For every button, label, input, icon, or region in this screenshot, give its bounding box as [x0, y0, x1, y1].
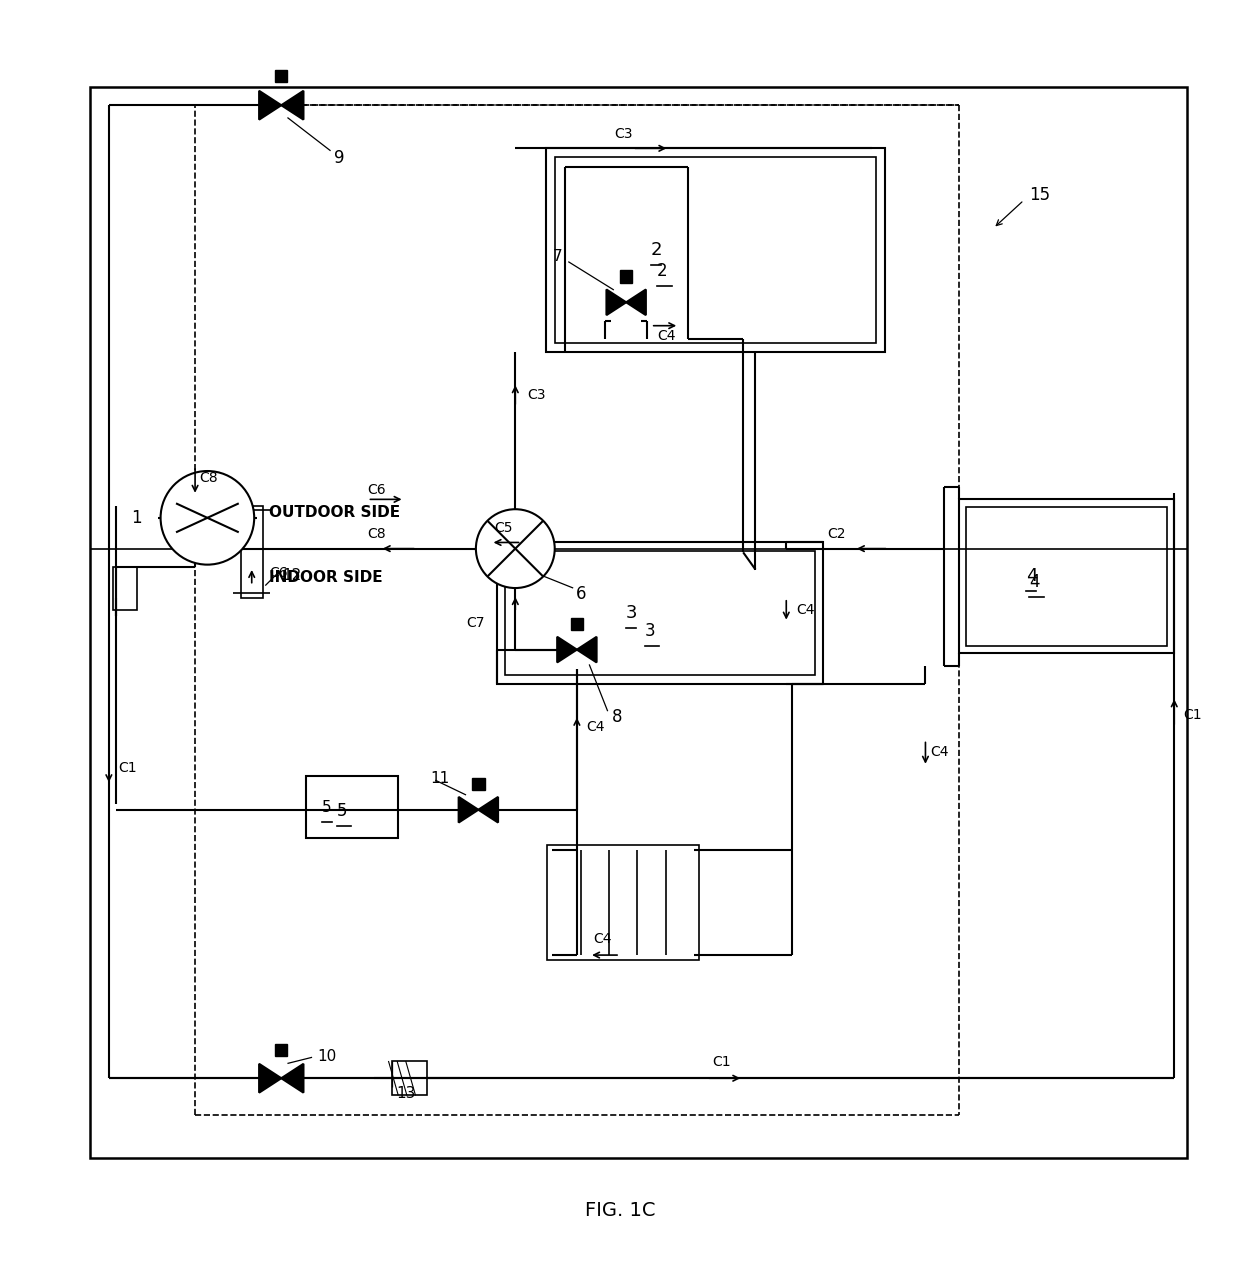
Bar [506, 551, 815, 676]
Text: 2: 2 [651, 241, 662, 259]
Text: C7: C7 [466, 615, 485, 629]
Text: C3: C3 [528, 387, 546, 401]
Bar [554, 156, 877, 344]
Polygon shape [577, 637, 596, 663]
Text: 3: 3 [645, 622, 655, 640]
Bar [497, 542, 823, 685]
Text: C2: C2 [827, 527, 846, 541]
Polygon shape [557, 637, 577, 663]
Bar [113, 567, 138, 610]
Text: 7: 7 [552, 249, 562, 264]
Bar [275, 1044, 288, 1056]
Text: 13: 13 [396, 1086, 415, 1100]
Text: INDOOR SIDE: INDOOR SIDE [269, 569, 383, 585]
Polygon shape [459, 797, 479, 823]
Text: 4: 4 [1029, 573, 1039, 591]
Text: C6: C6 [269, 567, 288, 581]
Bar [91, 87, 1187, 1159]
Polygon shape [259, 1064, 281, 1092]
Text: 5: 5 [337, 803, 347, 820]
Text: 15: 15 [1029, 186, 1050, 204]
Text: C4: C4 [593, 932, 611, 946]
Bar [392, 1061, 427, 1096]
Bar [966, 506, 1167, 646]
Text: OUTDOOR SIDE: OUTDOOR SIDE [269, 505, 401, 520]
Bar [306, 777, 398, 838]
Bar [570, 618, 583, 629]
Text: 11: 11 [430, 772, 450, 786]
Bar [546, 149, 885, 351]
Text: C1: C1 [1183, 708, 1202, 722]
Text: C4: C4 [587, 720, 605, 735]
Bar [275, 69, 288, 82]
Text: C3: C3 [614, 127, 632, 141]
Text: FIG. 1C: FIG. 1C [585, 1200, 655, 1219]
Circle shape [476, 509, 554, 588]
Text: 2: 2 [657, 263, 667, 281]
Text: 12: 12 [283, 568, 301, 583]
Bar [959, 500, 1174, 654]
Text: 1: 1 [131, 509, 141, 527]
Text: C1: C1 [119, 760, 138, 774]
Bar [547, 845, 699, 960]
Bar [552, 850, 694, 955]
Polygon shape [281, 91, 304, 119]
Text: 5: 5 [322, 800, 331, 815]
Polygon shape [259, 91, 281, 119]
Bar [472, 778, 485, 790]
Text: C4: C4 [657, 328, 676, 342]
Polygon shape [606, 290, 626, 315]
Text: C8: C8 [198, 472, 217, 486]
Text: C6: C6 [367, 482, 386, 496]
Text: 10: 10 [317, 1049, 336, 1064]
Text: 6: 6 [575, 585, 587, 604]
Text: 4: 4 [1027, 568, 1038, 586]
Text: 3: 3 [626, 604, 637, 622]
Polygon shape [281, 1064, 304, 1092]
Text: 9: 9 [335, 149, 345, 167]
Text: 8: 8 [611, 709, 622, 727]
Bar [620, 271, 632, 282]
Text: C4: C4 [796, 604, 815, 617]
Text: C4: C4 [930, 745, 949, 759]
Text: C5: C5 [495, 520, 513, 535]
Polygon shape [626, 290, 646, 315]
Circle shape [161, 470, 254, 564]
Text: C8: C8 [367, 527, 386, 541]
Text: C1: C1 [712, 1055, 732, 1069]
Bar [241, 505, 263, 597]
Polygon shape [479, 797, 498, 823]
